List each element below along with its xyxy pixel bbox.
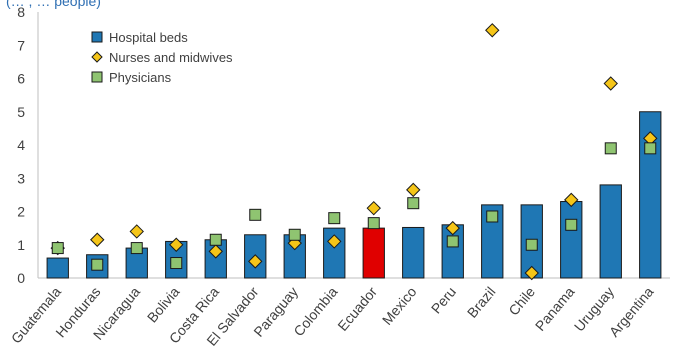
- y-tick-label: 7: [17, 37, 25, 53]
- x-tick-label: Mexico: [379, 283, 420, 327]
- nurses-marker-brazil: [485, 23, 500, 38]
- physicians-marker-argentina: [644, 142, 657, 155]
- y-tick-label: 2: [17, 204, 25, 220]
- physicians-marker-honduras: [91, 258, 104, 271]
- x-tick-label: Panama: [532, 283, 578, 333]
- physicians-marker-mexico: [407, 197, 420, 210]
- x-tick-label: Chile: [505, 283, 538, 318]
- x-tick-label: Peru: [428, 284, 459, 317]
- physicians-marker-el-salvador: [249, 208, 262, 221]
- bar-uruguay: [599, 184, 622, 279]
- nurses-marker-peru: [445, 220, 460, 236]
- legend-swatch-hospital-beds: [91, 31, 103, 43]
- physicians-marker-guatemala: [51, 242, 64, 255]
- y-tick-label: 0: [17, 270, 25, 286]
- y-tick-label: 3: [17, 170, 25, 186]
- legend-label: Nurses and midwives: [109, 50, 233, 65]
- legend: Hospital beds Nurses and midwives Physicia…: [91, 30, 233, 85]
- bar-brazil: [481, 204, 504, 279]
- physicians-marker-nicaragua: [130, 242, 143, 255]
- bar-guatemala: [46, 257, 69, 279]
- nurses-marker-honduras: [90, 232, 105, 247]
- nurses-marker-panama: [564, 192, 579, 208]
- nurses-marker-ecuador: [366, 200, 381, 216]
- bar-ecuador: [362, 227, 385, 279]
- legend-swatch-nurses: [91, 51, 103, 63]
- x-tick-label: Bolivia: [144, 283, 183, 325]
- physicians-marker-colombia: [328, 212, 341, 225]
- nurses-marker-mexico: [406, 182, 421, 198]
- legend-label: Hospital beds: [109, 30, 188, 45]
- physicians-marker-paraguay: [288, 228, 301, 241]
- physicians-marker-panama: [565, 218, 578, 231]
- nurses-marker-costa-rica: [208, 244, 223, 259]
- bar-panama: [560, 201, 583, 279]
- physicians-marker-ecuador: [367, 217, 380, 230]
- physicians-marker-chile: [525, 238, 538, 251]
- x-tick-label: Ecuador: [334, 283, 380, 333]
- physicians-marker-costa-rica: [209, 233, 222, 246]
- nurses-marker-chile: [524, 265, 539, 281]
- legend-swatch-physicians: [91, 71, 103, 83]
- physicians-marker-peru: [446, 235, 459, 248]
- nurses-marker-bolivia: [169, 237, 184, 252]
- physicians-marker-uruguay: [604, 142, 617, 155]
- y-tick-label: 6: [17, 71, 25, 87]
- marker-series: [50, 23, 658, 281]
- legend-label: Physicians: [109, 70, 172, 85]
- bar-mexico: [402, 226, 425, 279]
- x-tick-label: Brazil: [464, 284, 499, 321]
- x-tick-label: Guatemala: [8, 283, 64, 346]
- y-tick-label: 4: [17, 137, 25, 153]
- chart-header-fragment: (… , … people): [6, 0, 101, 9]
- y-tick-label: 8: [17, 4, 25, 20]
- nurses-marker-uruguay: [603, 76, 618, 91]
- y-tick-label: 1: [17, 237, 25, 253]
- y-tick-label: 5: [17, 104, 25, 120]
- physicians-marker-bolivia: [170, 257, 183, 270]
- physicians-marker-brazil: [486, 210, 499, 223]
- nurses-marker-colombia: [327, 234, 342, 249]
- nurses-marker-el-salvador: [248, 254, 263, 269]
- nurses-marker-nicaragua: [129, 224, 144, 239]
